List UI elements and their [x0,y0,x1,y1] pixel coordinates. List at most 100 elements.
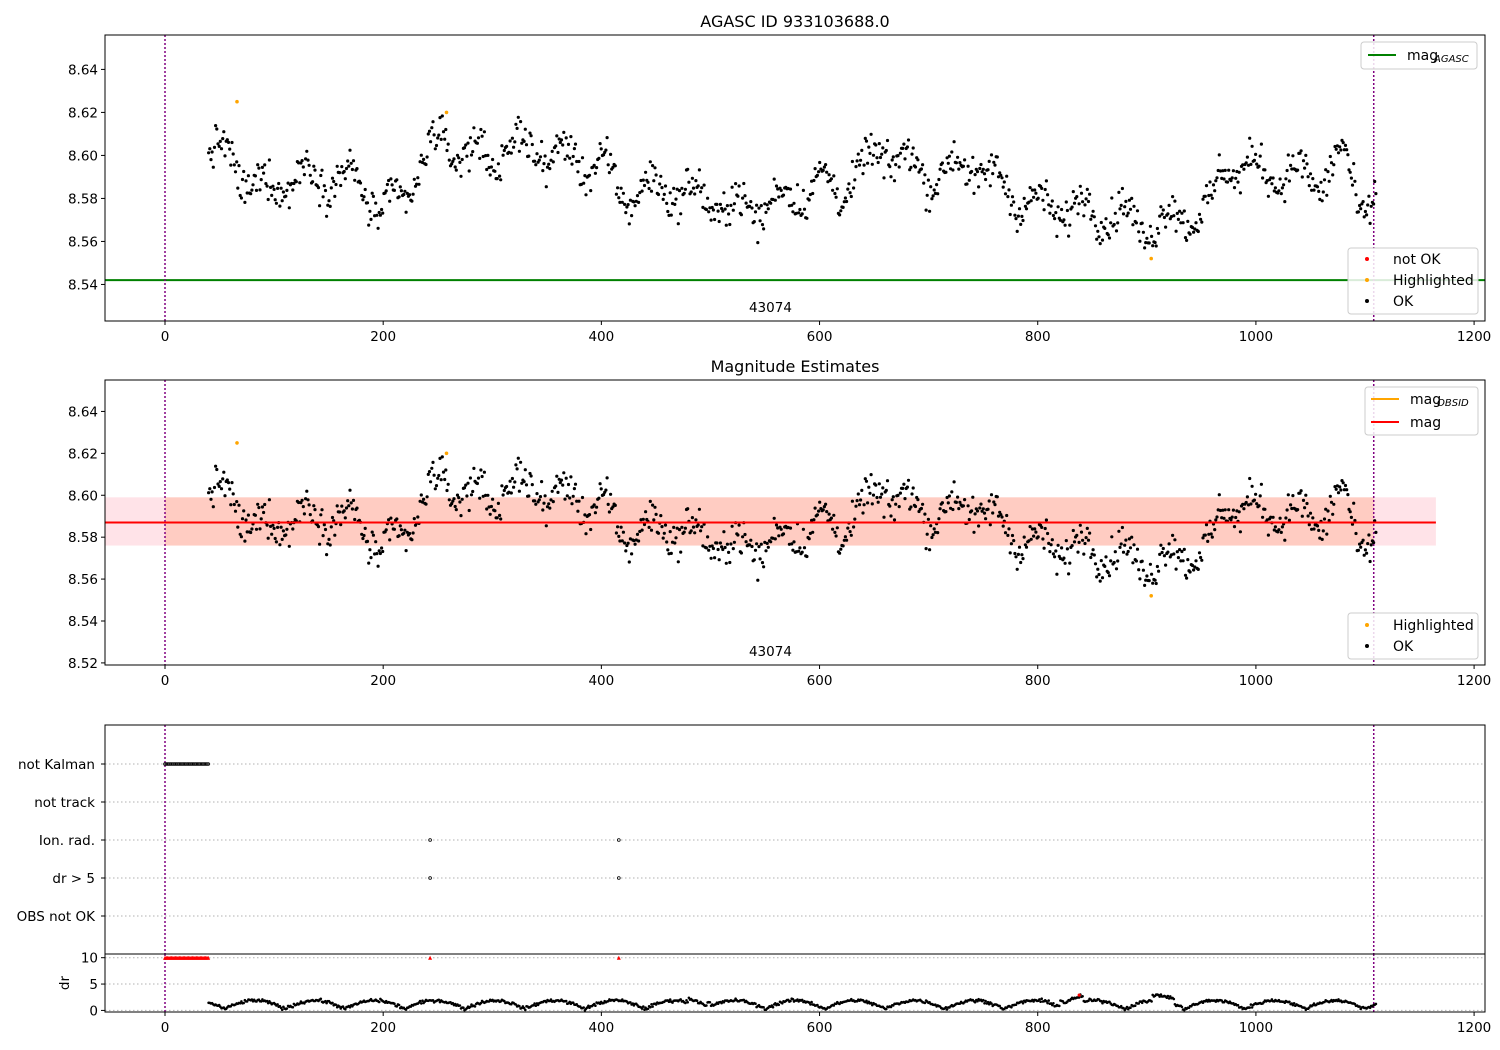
ok-point [299,161,303,165]
ok-point [558,140,562,145]
ok-point [509,151,513,155]
ok-point [327,537,331,542]
ok-point [1341,141,1345,145]
ok-point [440,455,444,459]
ok-point [1361,538,1365,542]
ok-point [992,160,996,164]
ok-point [1350,183,1355,187]
ok-point [866,161,870,165]
ok-point [1120,186,1124,191]
ok-point [1210,196,1214,200]
ok-point [1046,193,1050,197]
ok-point [947,154,952,158]
ok-point [1245,155,1249,159]
dr-point [514,1003,518,1006]
ok-point [989,493,994,497]
ok-point [653,505,657,509]
ok-point [592,503,596,507]
ok-point [885,479,890,483]
ok-point [1300,514,1304,518]
dr-point [629,1001,632,1004]
ok-point [697,168,702,172]
ok-point [925,532,929,536]
ok-point [736,533,740,537]
ok-point [211,165,215,169]
ok-point [350,167,354,172]
ok-point [623,202,627,206]
ok-point [647,186,651,191]
ok-point [1075,195,1079,199]
ok-point [1217,493,1221,497]
ok-point [1070,544,1074,548]
ok-point [437,133,441,137]
highlighted-point [1149,594,1153,598]
ok-point [881,146,885,150]
ok-point [1095,575,1099,579]
ok-point [214,464,218,468]
ok-point [683,526,688,530]
ok-point [1234,176,1238,180]
dr-point [1058,1004,1061,1008]
ok-point [478,496,482,500]
ok-point [441,130,446,134]
ok-point [926,178,931,182]
ok-point [377,210,381,215]
ok-point [371,194,375,198]
ok-point [675,187,679,191]
ok-point [1103,564,1107,569]
ok-point [1042,546,1046,550]
ok-point [342,169,346,174]
ok-point [833,191,837,196]
ok-point [987,159,991,163]
dr-point [602,1001,605,1005]
dr-point [1133,1004,1137,1007]
ok-point [769,540,773,544]
ok-point [329,525,333,529]
ok-point [1065,547,1069,551]
ok-point [1354,193,1358,197]
ok-point [221,477,225,481]
ok-point [890,498,894,502]
ok-point [755,542,759,546]
magnitude-estimates-y-tick-8.64: 8.64 [68,404,98,420]
ok-point [637,200,641,204]
dr-y-tick-5: 5 [89,977,98,993]
agasc-obsid-label: 43074 [749,300,792,316]
ok-point [1180,549,1184,554]
ok-point [1092,215,1096,219]
ok-point [376,564,380,568]
ok-point [807,198,811,202]
ok-point [936,531,940,535]
ok-point [595,505,599,509]
dr-point [338,1005,341,1008]
ok-point [384,528,388,532]
ok-point [334,182,338,187]
ok-point [857,163,862,167]
magnitude-estimates-y-tick-8.52: 8.52 [68,656,98,672]
dr-clipped-marker [206,955,211,960]
ok-point [756,578,760,582]
ok-point [238,193,242,198]
ok-point [1327,518,1331,523]
ok-point [644,510,648,514]
ok-point [1236,180,1240,184]
ok-point [1298,151,1302,155]
flag-point [428,876,432,880]
ok-point [1140,221,1144,225]
dr-point [1288,1000,1291,1004]
ok-point [1126,211,1130,215]
ok-point [499,178,503,182]
ok-point [633,542,637,546]
ok-point [378,213,382,217]
ok-point [425,155,429,159]
ok-point [1145,574,1149,578]
ok-point [832,174,836,178]
ok-point [721,209,725,213]
ok-point [1321,190,1325,194]
ok-point [1032,195,1036,199]
ok-point [363,526,367,531]
ok-point [361,198,365,202]
ok-point [263,502,267,507]
ok-point [1007,527,1011,531]
agasc-x-tick-200: 200 [370,329,396,345]
